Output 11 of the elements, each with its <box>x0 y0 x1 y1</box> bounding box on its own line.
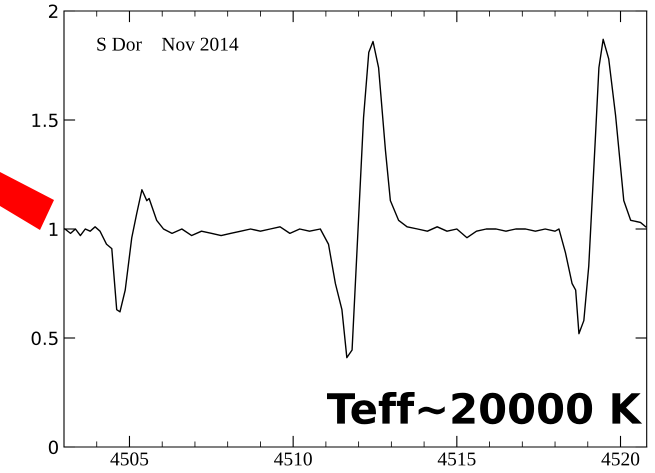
y-tick-label: 1 <box>50 222 58 236</box>
x-tick-label: 4510 <box>274 452 312 466</box>
annotation: S Dor Nov 2014 <box>97 38 238 51</box>
y-tick-label: 1.5 <box>32 114 58 128</box>
x-tick-label: 4505 <box>110 452 148 466</box>
annotation: Teff~20000 K <box>327 392 642 424</box>
y-tick-label: 0 <box>48 440 58 454</box>
x-tick-label: 4515 <box>438 452 476 466</box>
y-tick-label: 0.5 <box>32 331 58 346</box>
y-tick-label: 2 <box>48 4 58 18</box>
x-tick-label: 4520 <box>601 452 640 466</box>
